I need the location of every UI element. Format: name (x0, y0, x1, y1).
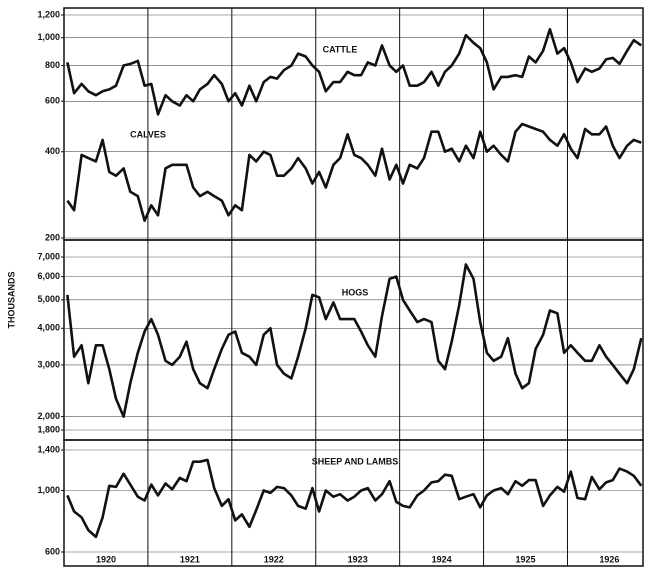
y-tick-label: 200 (45, 232, 60, 242)
y-axis-label: THOUSANDS (6, 271, 16, 328)
panel-frame (63, 239, 644, 441)
x-tick-label: 1923 (348, 554, 368, 564)
y-tick-label: 600 (45, 96, 60, 106)
x-tick-label: 1922 (264, 554, 284, 564)
y-tick-label: 6,000 (37, 271, 60, 281)
y-tick-label: 1,000 (37, 32, 60, 42)
y-tick-label: 1,800 (37, 424, 60, 434)
y-tick-label: 5,000 (37, 294, 60, 304)
y-tick-label: 1,000 (37, 485, 60, 495)
panel-frame (63, 439, 644, 567)
y-tick-label: 7,000 (37, 251, 60, 261)
y-tick-label: 800 (45, 60, 60, 70)
y-tick-label: 1,400 (37, 444, 60, 454)
y-tick-label: 400 (45, 146, 60, 156)
y-tick-label: 1,200 (37, 9, 60, 19)
x-tick-label: 1925 (516, 554, 536, 564)
series-label: SHEEP AND LAMBS (312, 456, 399, 466)
series-label: CALVES (130, 129, 166, 139)
x-tick-label: 1924 (432, 554, 452, 564)
x-tick-label: 1926 (599, 554, 619, 564)
y-tick-label: 2,000 (37, 411, 60, 421)
y-tick-label: 3,000 (37, 359, 60, 369)
series-label: HOGS (342, 287, 369, 297)
series-label: CATTLE (323, 44, 358, 54)
y-tick-label: 600 (45, 546, 60, 556)
x-tick-label: 1921 (180, 554, 200, 564)
series-line (66, 122, 642, 222)
y-tick-label: 4,000 (37, 323, 60, 333)
series-line (66, 458, 643, 539)
series-line (66, 263, 643, 418)
x-tick-label: 1920 (96, 554, 116, 564)
series-line (66, 28, 643, 116)
